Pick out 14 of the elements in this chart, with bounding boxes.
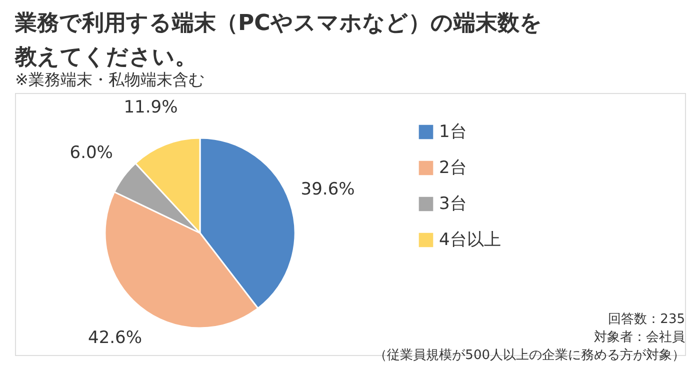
- text: 回答数：235: [608, 312, 685, 327]
- data-label: 39.6%: [300, 180, 355, 200]
- text: 教えてください。: [15, 45, 197, 70]
- text: （従業員規模が500人以上の企業に務める方が対象）: [374, 347, 685, 363]
- text: 対象者：会社員: [594, 329, 685, 345]
- text: 業務で利用する端末（PCやスマホなど）の端末数を: [15, 11, 542, 36]
- legend-label: 4台以上: [439, 230, 501, 250]
- legend-label: 3台: [439, 194, 467, 214]
- data-label: 42.6%: [88, 328, 142, 348]
- legend-label: 2台: [439, 158, 467, 178]
- legend-label: 1台: [439, 122, 467, 142]
- data-label: 11.9%: [124, 97, 178, 118]
- chart-subtitle: ※業務端末・私物端末含む: [15, 70, 204, 89]
- data-label: 6.0%: [70, 142, 113, 163]
